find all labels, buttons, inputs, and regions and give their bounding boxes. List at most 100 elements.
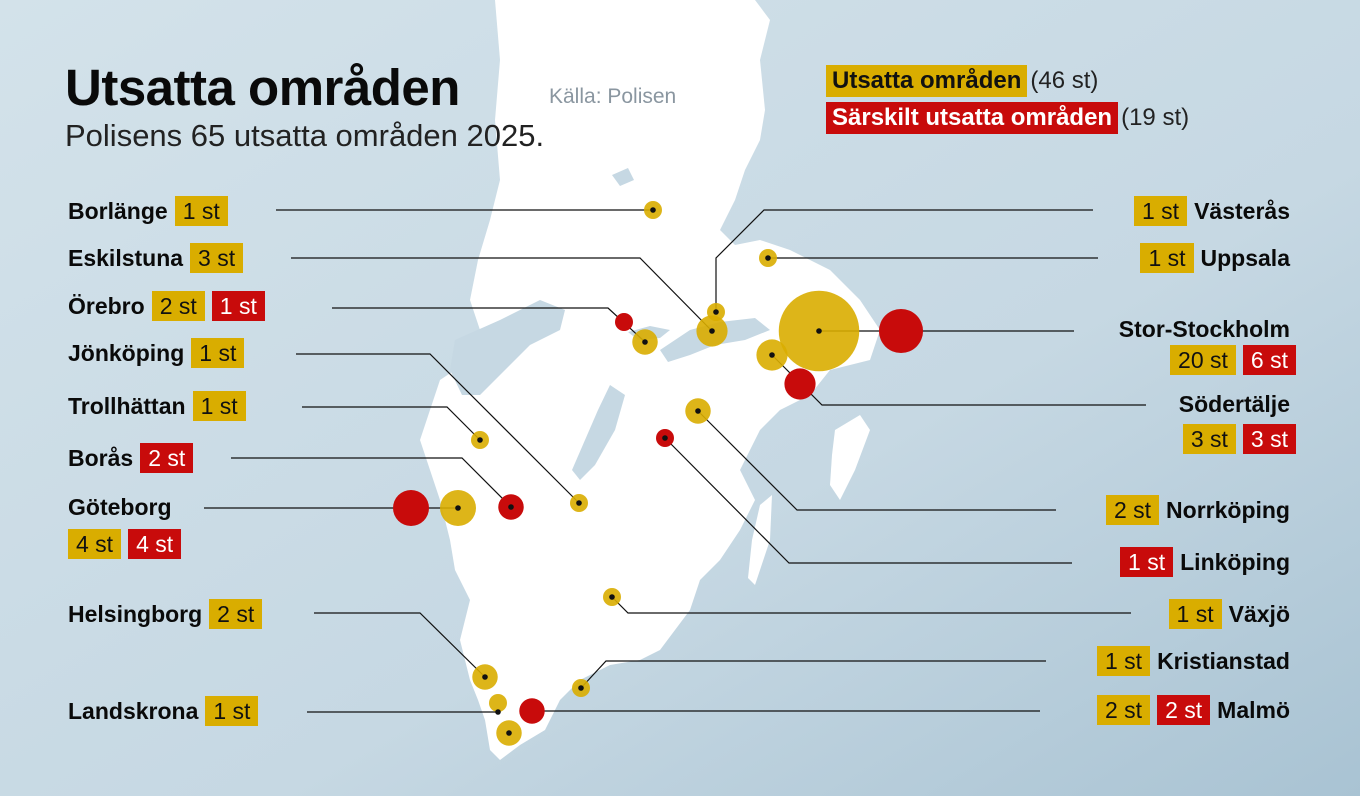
label-goteborg: Göteborg — [68, 494, 172, 521]
city-name: Jönköping — [68, 339, 185, 366]
yellow-count-badge: 2 st — [209, 599, 263, 629]
city-name: Göteborg — [68, 494, 172, 520]
city-name: Eskilstuna — [68, 244, 184, 271]
yellow-count-badge: 1 st — [1134, 196, 1188, 226]
label-borlange: Borlänge 1 st — [68, 196, 228, 226]
label-jonkoping: Jönköping 1 st — [68, 338, 245, 368]
dot-stockholm — [816, 328, 822, 334]
connector-vasteras — [715, 209, 1093, 312]
city-name: Stor-Stockholm — [1118, 316, 1290, 342]
connector-jonkoping — [296, 353, 580, 504]
city-name: Västerås — [1194, 197, 1290, 224]
connector-lines — [204, 209, 1146, 713]
dot-uppsala — [765, 255, 771, 261]
legend-yellow-count: (46 st) — [1030, 67, 1099, 94]
yellow-count-badge: 1 st — [1096, 646, 1151, 676]
connector-eskilstuna — [291, 257, 713, 332]
city-name: Örebro — [68, 292, 145, 319]
yellow-count-badge: 3 st — [1182, 424, 1236, 454]
connector-helsingborg — [314, 612, 486, 678]
city-name: Malmö — [1217, 696, 1290, 723]
dot-boras — [508, 504, 514, 510]
dot-helsingborg — [482, 674, 488, 680]
yellow-count-badge: 1 st — [191, 338, 245, 368]
yellow-count-badge: 4 st — [68, 529, 122, 559]
yellow-count-badge: 1 st — [192, 391, 246, 421]
red-bubble-malmo — [519, 698, 545, 724]
city-name: Växjö — [1228, 600, 1290, 627]
connector-norrkoping — [697, 410, 1056, 511]
yellow-count-badge: 20 st — [1170, 345, 1236, 375]
dot-kristianstad — [578, 685, 584, 691]
red-count-badge: 2 st — [140, 443, 194, 473]
connector-orebro — [332, 307, 646, 343]
lake-vattern — [572, 385, 625, 480]
connector-boras — [231, 457, 512, 508]
label-sodertalje: Södertälje — [1179, 391, 1290, 418]
red-count-badge: 2 st — [1157, 695, 1211, 725]
dot-vasteras — [713, 309, 719, 315]
yellow-count-badge: 1 st — [1168, 599, 1222, 629]
dot-sodertalje — [769, 352, 775, 358]
legend-red-label: Särskilt utsatta områden — [826, 102, 1119, 134]
oland — [748, 495, 772, 585]
connector-kristianstad — [580, 660, 1046, 689]
red-count-badge: 1 st — [1120, 547, 1174, 577]
city-name: Södertälje — [1178, 391, 1290, 417]
city-name: Borlänge — [68, 197, 168, 224]
connector-trollhattan — [302, 406, 481, 441]
legend-red: Särskilt utsatta områden (19 st) — [826, 102, 1189, 134]
city-name: Borås — [68, 444, 134, 471]
yellow-count-badge: 2 st — [151, 291, 205, 321]
label-trollhattan: Trollhättan 1 st — [68, 391, 246, 421]
dot-norrkoping — [695, 408, 701, 414]
red-bubble-orebro — [615, 313, 633, 331]
source-note: Källa: Polisen — [549, 85, 677, 108]
connector-sodertalje — [771, 354, 1146, 406]
city-name: Uppsala — [1200, 244, 1290, 271]
legend-yellow-label: Utsatta områden — [826, 65, 1028, 97]
page-title: Utsatta områden — [65, 59, 460, 116]
dot-orebro — [642, 339, 648, 345]
label-vasteras: 1 st Västerås — [1134, 196, 1290, 226]
red-bubble-goteborg — [393, 490, 429, 526]
yellow-count-badge: 1 st — [205, 696, 259, 726]
red-count-badge: 3 st — [1242, 424, 1296, 454]
city-name: Helsingborg — [68, 600, 203, 627]
location-dots — [455, 207, 822, 736]
badges-stockholm: 20 st 6 st — [1170, 345, 1296, 375]
yellow-bubble-landskrona — [489, 694, 507, 712]
red-count-badge: 4 st — [128, 529, 182, 559]
sweden-land — [420, 0, 880, 760]
red-count-badge: 6 st — [1242, 345, 1296, 375]
gotland — [830, 415, 870, 500]
legend-yellow: Utsatta områden (46 st) — [826, 65, 1098, 97]
yellow-count-badge: 2 st — [1105, 495, 1160, 525]
label-malmo: 2 st 2 st Malmö — [1097, 695, 1290, 725]
dot-borlange — [650, 207, 656, 213]
yellow-count-badge: 3 st — [190, 243, 244, 273]
label-orebro: Örebro 2 st 1 st — [68, 291, 265, 321]
red-count-badge: 1 st — [211, 291, 265, 321]
label-landskrona: Landskrona 1 st — [68, 696, 259, 726]
label-uppsala: 1 st Uppsala — [1140, 243, 1290, 273]
dot-goteborg — [455, 505, 461, 511]
connector-linkoping — [664, 437, 1072, 564]
badges-goteborg: 4 st 4 st — [68, 529, 182, 559]
yellow-count-badge: 1 st — [1140, 243, 1194, 273]
page-subtitle: Polisens 65 utsatta områden 2025. — [65, 118, 545, 153]
lake-siljan — [612, 168, 634, 186]
label-kristianstad: 1 st Kristianstad — [1096, 646, 1290, 676]
city-name: Kristianstad — [1157, 647, 1290, 674]
label-helsingborg: Helsingborg 2 st — [68, 599, 263, 629]
label-vaxjo: 1 st Växjö — [1168, 599, 1290, 629]
lake-vanern — [450, 300, 565, 395]
dot-landskrona — [495, 709, 501, 715]
city-name: Linköping — [1180, 548, 1290, 575]
badges-sodertalje: 3 st 3 st — [1182, 424, 1296, 454]
legend-red-count: (19 st) — [1121, 104, 1190, 131]
yellow-count-badge: 2 st — [1097, 695, 1151, 725]
dot-malmo — [506, 730, 512, 736]
dot-trollhattan — [477, 437, 483, 443]
red-bubble-sodertalje — [784, 368, 816, 400]
